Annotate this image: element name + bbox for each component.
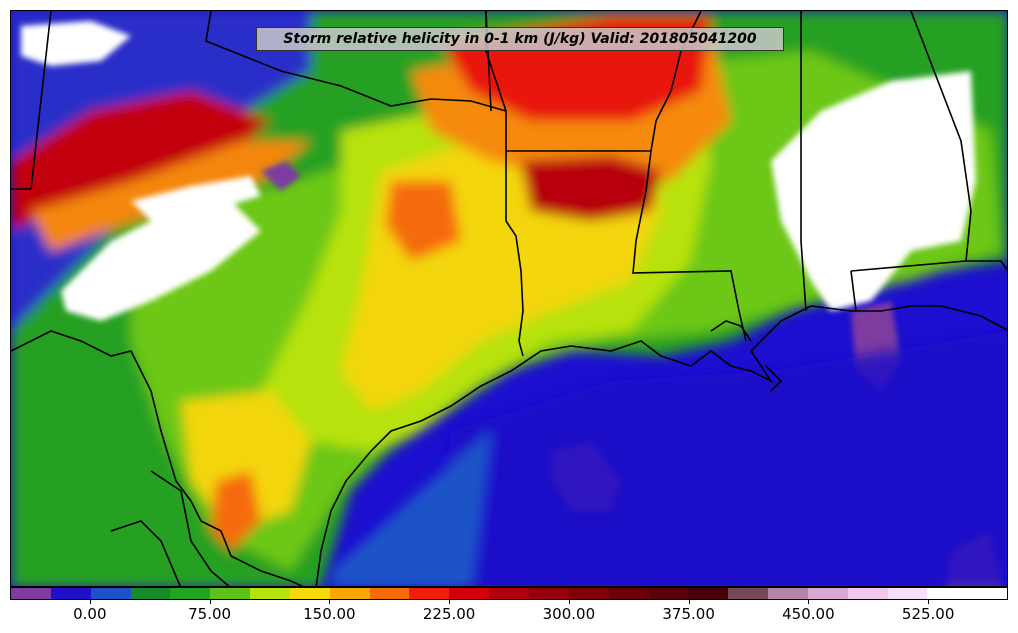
colorbar-tick-label: 375.00 [662, 605, 715, 623]
colorbar [10, 587, 1008, 600]
field-darkred [521, 156, 661, 221]
colorbar-tick-mark [89, 600, 91, 604]
boundaries [11, 11, 1007, 586]
colorbar-segment [768, 588, 808, 599]
colorbar-segment [688, 588, 729, 599]
gulf-shading [331, 331, 1007, 586]
colorbar-segment [250, 588, 290, 599]
map-title: Storm relative helicity in 0-1 km (J/kg)… [256, 27, 784, 51]
field-yellow-south [181, 391, 311, 531]
field-darkred-west [11, 91, 271, 231]
field-orange-south [211, 471, 261, 551]
white-region-southeast [771, 71, 976, 311]
colorbar-segment [728, 588, 769, 599]
colorbar-segment [608, 588, 649, 599]
colorbar-segment [648, 588, 689, 599]
colorbar-tick-label: 525.00 [901, 605, 955, 623]
colorbar-tick-label: 0.00 [73, 605, 107, 623]
colorbar-segment [409, 588, 450, 599]
helicity-field-map [11, 11, 1007, 586]
colorbar-tick-mark [449, 600, 451, 604]
purple-west-small [261, 161, 301, 191]
colorbar-tick-label: 300.00 [542, 605, 596, 623]
colorbar-segment [369, 588, 410, 599]
alabama-georgia-border [850, 11, 1007, 272]
colorbar-segment [289, 588, 330, 599]
mexico-state-lines [110, 470, 230, 586]
white-regions [21, 21, 976, 321]
field-orange-pocket [386, 181, 461, 261]
colorbar-tick-mark [568, 600, 570, 604]
colorbar-segment [807, 588, 848, 599]
colorbar-tick-label: 450.00 [782, 605, 835, 623]
colorbar-tick-mark [688, 600, 690, 604]
colorbar-tick-label: 150.00 [303, 605, 356, 623]
white-region-west-north [131, 176, 261, 221]
colorbar-segment [11, 588, 51, 599]
colorbar-tick-mark [928, 600, 930, 604]
colorbar-segment [50, 588, 91, 599]
map-panel: Storm relative helicity in 0-1 km (J/kg)… [10, 10, 1008, 587]
colorbar-segment [528, 588, 569, 599]
colorbar-segment [568, 588, 609, 599]
colorbar-segment [329, 588, 370, 599]
colorbar-tick-label: 75.00 [188, 605, 232, 623]
colorbar-tick-mark [808, 600, 810, 604]
colorbar-segment [927, 588, 968, 599]
louisiana-mississippi-border [632, 150, 747, 342]
colorbar-segment [489, 588, 529, 599]
colorbar-segment [170, 588, 211, 599]
rio-grande-border [11, 330, 304, 586]
colorbar-tick-mark [329, 600, 331, 604]
mississippi-delta [710, 320, 783, 392]
colorbar-segment [210, 588, 251, 599]
colorbar-segment [847, 588, 888, 599]
gulf-coastline [315, 305, 1007, 586]
colorbar-tick-label: 225.00 [422, 605, 476, 623]
texas-louisiana-border [505, 111, 524, 357]
mississippi-alabama-border [800, 11, 807, 312]
texas-oklahoma-border [11, 11, 507, 190]
colorbar-tick-mark [209, 600, 211, 604]
colorbar-ticks: 0.00 75.00 150.00 225.00 300.00 375.00 450.00 5… [10, 600, 1008, 630]
colorbar-segment [90, 588, 131, 599]
colorbar-segment [887, 588, 928, 599]
alabama-florida-border [850, 270, 857, 312]
white-region-west [61, 201, 261, 321]
colorbar-segment [449, 588, 490, 599]
colorbar-segment [130, 588, 171, 599]
colorbar-segment [967, 588, 1008, 599]
